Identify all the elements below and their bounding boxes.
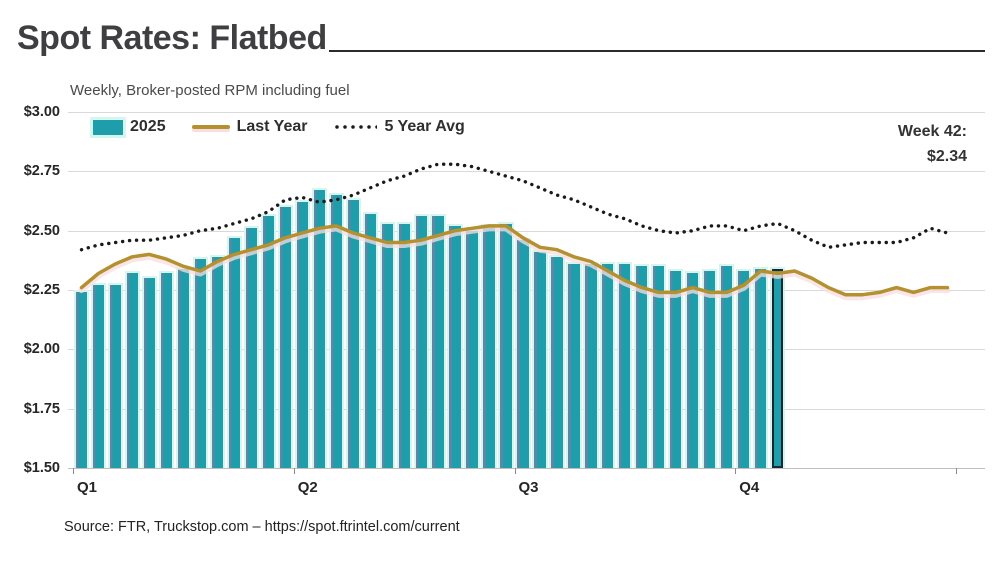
bar-week-31[interactable] xyxy=(585,263,597,468)
week-callout-value: $2.34 xyxy=(926,147,967,165)
bar-week-35[interactable] xyxy=(653,266,665,468)
bar-week-18[interactable] xyxy=(364,214,376,468)
header: Spot Rates: Flatbed xyxy=(17,19,985,57)
x-axis-tick xyxy=(293,468,295,474)
gridline xyxy=(68,468,985,469)
bar-week-15[interactable] xyxy=(313,190,325,468)
y-axis-tick-label: $3.00 xyxy=(23,104,60,120)
x-axis-tick-label: Q4 xyxy=(739,479,760,496)
x-axis-tick xyxy=(73,468,74,474)
y-axis-tick-label: $1.75 xyxy=(23,400,60,417)
legend-item-last-year[interactable]: Last Year xyxy=(191,118,308,136)
bar-week-16[interactable] xyxy=(330,195,342,468)
bar-week-20[interactable] xyxy=(398,223,410,468)
x-axis-tick-label: Q2 xyxy=(297,479,318,496)
bar-week-26[interactable] xyxy=(500,223,512,468)
bar-swatch-icon xyxy=(93,119,123,135)
bar-week-38[interactable] xyxy=(704,271,716,468)
page-title: Spot Rates: Flatbed xyxy=(17,19,327,57)
gridline xyxy=(68,230,985,232)
x-axis-tick-label: Q3 xyxy=(518,479,539,496)
bar-week-14[interactable] xyxy=(296,202,308,468)
bar-week-2[interactable] xyxy=(92,285,105,468)
week-callout: Week 42: $2.34 xyxy=(898,120,967,170)
source-text: Source: FTR, Truckstop.com – https://spo… xyxy=(64,519,460,535)
five-year-avg-dotted-line xyxy=(79,162,950,252)
chart-legend: 2025 Last Year 5 Year Avg xyxy=(93,118,465,136)
bar-week-13[interactable] xyxy=(279,206,291,468)
y-axis-tick-label: $2.75 xyxy=(23,163,60,180)
x-axis-tick-label: Q1 xyxy=(77,479,98,496)
line-swatch-icon xyxy=(191,125,230,129)
y-axis-tick-label: $1.50 xyxy=(23,460,60,476)
bar-week-17[interactable] xyxy=(347,199,359,468)
bar-week-9[interactable] xyxy=(211,256,223,468)
week-callout-label: Week 42: xyxy=(897,123,967,140)
legend-label: 2025 xyxy=(130,118,166,135)
bar-week-19[interactable] xyxy=(381,223,393,468)
bar-week-25[interactable] xyxy=(483,225,495,468)
bar-week-42-highlighted[interactable] xyxy=(772,268,784,468)
bar-week-27[interactable] xyxy=(517,240,529,468)
title-underline xyxy=(328,49,985,53)
bar-week-3[interactable] xyxy=(109,285,122,468)
gridline xyxy=(68,112,985,113)
bar-week-32[interactable] xyxy=(602,263,614,468)
bar-week-12[interactable] xyxy=(262,216,274,468)
bar-week-10[interactable] xyxy=(228,237,240,468)
bar-week-5[interactable] xyxy=(143,278,155,468)
bar-week-21[interactable] xyxy=(415,216,427,468)
bar-week-22[interactable] xyxy=(432,216,444,468)
bar-week-7[interactable] xyxy=(177,268,189,468)
bar-week-36[interactable] xyxy=(670,271,682,468)
legend-item-5-year-avg[interactable]: 5 Year Avg xyxy=(333,118,465,136)
bar-week-34[interactable] xyxy=(636,266,648,468)
bar-week-11[interactable] xyxy=(245,228,257,468)
bar-week-8[interactable] xyxy=(194,259,206,468)
legend-label: 5 Year Avg xyxy=(384,118,465,135)
bar-week-37[interactable] xyxy=(687,273,699,468)
bar-week-4[interactable] xyxy=(126,273,139,468)
bar-week-6[interactable] xyxy=(160,273,172,468)
bar-week-29[interactable] xyxy=(551,256,563,468)
legend-item-2025[interactable]: 2025 xyxy=(93,118,166,136)
bar-week-30[interactable] xyxy=(568,263,580,468)
bar-week-1[interactable] xyxy=(75,292,88,468)
gridline xyxy=(68,171,985,173)
x-axis-tick xyxy=(514,468,516,474)
x-axis-tick xyxy=(735,468,737,474)
bar-week-24[interactable] xyxy=(466,230,478,468)
bar-week-23[interactable] xyxy=(449,225,461,468)
x-axis-tick xyxy=(956,468,957,474)
y-axis-tick-label: $2.00 xyxy=(23,341,60,358)
chart-subtitle: Weekly, Broker-posted RPM including fuel xyxy=(70,82,350,99)
bar-week-33[interactable] xyxy=(619,263,631,468)
bar-week-28[interactable] xyxy=(534,252,546,468)
bar-week-39[interactable] xyxy=(721,266,733,468)
legend-label: Last Year xyxy=(236,118,308,135)
y-axis-tick-label: $2.25 xyxy=(23,282,60,298)
bar-week-41[interactable] xyxy=(755,268,767,468)
bar-week-40[interactable] xyxy=(738,271,750,468)
dotted-swatch-icon xyxy=(333,125,378,129)
y-axis-tick-label: $2.50 xyxy=(23,222,60,239)
